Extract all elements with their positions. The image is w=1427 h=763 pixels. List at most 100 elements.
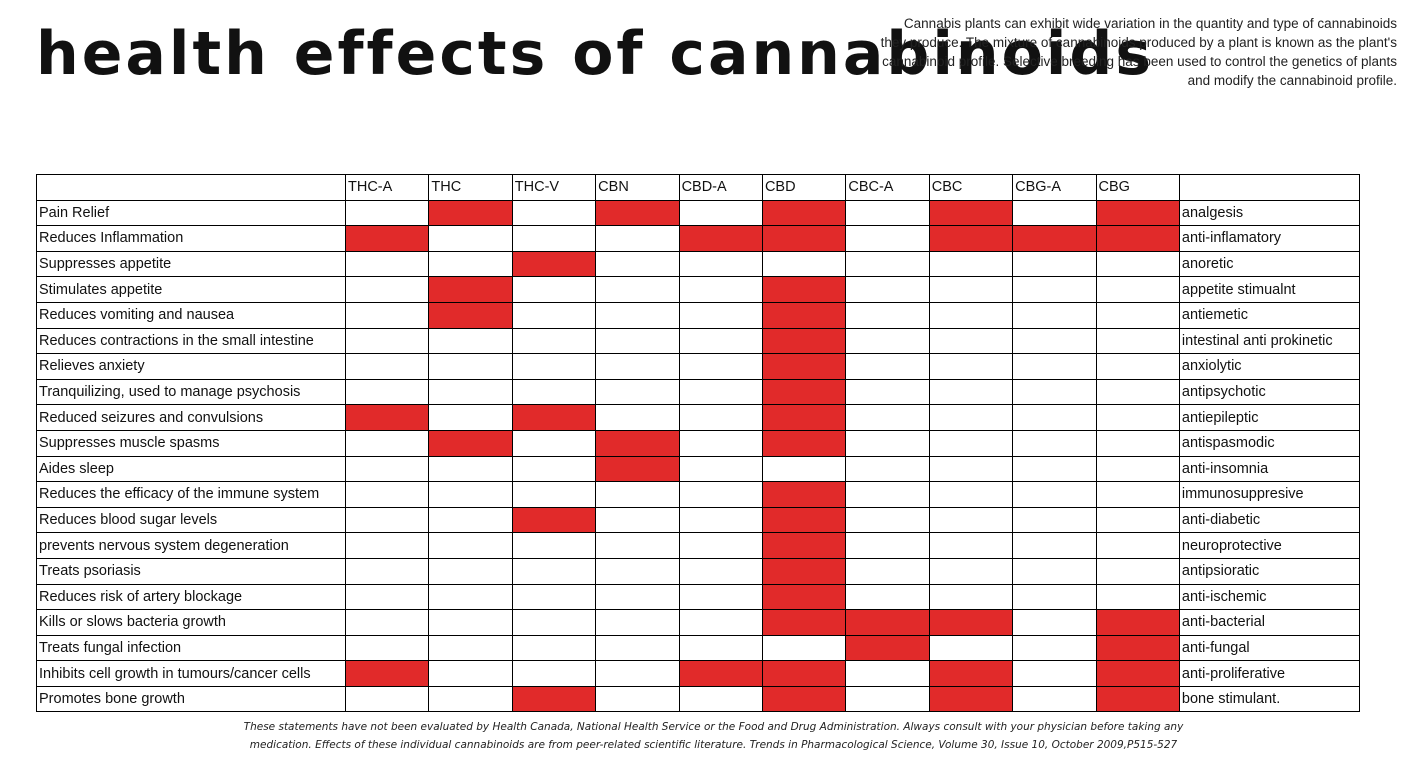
effect-marker-cell [761,583,847,611]
effect-marker-cell [928,609,1014,636]
empty-cell [1012,250,1097,278]
effect-marker-cell [928,199,1014,227]
empty-cell [678,250,763,278]
empty-cell [428,225,513,252]
empty-cell [845,353,930,380]
empty-cell [1012,404,1097,431]
empty-cell [928,557,1014,585]
empty-cell [678,506,763,534]
effect-label: Pain Relief [36,199,346,227]
empty-cell [678,532,763,559]
effect-marker-cell [928,225,1014,252]
empty-cell [344,327,430,355]
effect-label: Promotes bone growth [36,685,346,713]
disclaimer-line-1: These statements have not been evaluated… [243,721,1184,733]
empty-cell [678,685,763,713]
medical-term: antiemetic [1178,301,1360,329]
empty-cell [1095,557,1180,585]
empty-cell [344,353,430,380]
empty-cell [511,353,597,380]
disclaimer-line-2: medication. Effects of these individual … [249,739,1178,751]
empty-cell [1012,301,1097,329]
cannabinoid-header: THC [428,174,513,201]
cannabinoid-header: CBD-A [678,174,763,201]
empty-cell [845,327,930,355]
empty-cell [511,634,597,662]
medical-term: anxiolytic [1178,353,1360,380]
empty-cell [344,634,430,662]
effect-marker-cell [344,225,430,252]
empty-cell [1012,327,1097,355]
empty-cell [344,557,430,585]
empty-cell [678,481,763,508]
effect-marker-cell [761,660,847,687]
term-header [1178,174,1360,201]
empty-cell [1012,532,1097,559]
effect-label: Kills or slows bacteria growth [36,609,346,636]
empty-cell [428,327,513,355]
empty-cell [678,609,763,636]
empty-cell [678,404,763,431]
empty-cell [511,532,597,559]
table-row: Pain Relief analgesis [36,199,1360,227]
empty-cell [595,557,680,585]
effect-marker-cell [344,404,430,431]
empty-cell [928,532,1014,559]
table-row: Reduced seizures and convulsions antiepil… [36,404,1360,431]
medical-term: antipsychotic [1178,378,1360,406]
empty-cell [1095,532,1180,559]
empty-cell [428,532,513,559]
empty-cell [511,276,597,303]
empty-cell [928,506,1014,534]
empty-cell [595,276,680,303]
table-row: Inhibits cell growth in tumours/cancer c… [36,660,1360,687]
empty-cell [595,506,680,534]
empty-cell [761,634,847,662]
empty-cell [1012,199,1097,227]
effect-label: Treats psoriasis [36,557,346,585]
empty-cell [845,506,930,534]
effect-marker-cell [678,660,763,687]
medical-term: anti-inflamatory [1178,225,1360,252]
empty-cell [928,455,1014,483]
empty-cell [1012,378,1097,406]
effects-table: THC-A THC THC-V CBN CBD-A CBD CBC-A CBC … [36,174,1360,713]
effect-marker-cell [1012,225,1097,252]
effect-marker-cell [344,660,430,687]
table-row: Treats fungal infection anti-fungal [36,634,1360,662]
empty-cell [678,301,763,329]
effect-marker-cell [761,404,847,431]
empty-cell [595,250,680,278]
effect-marker-cell [761,276,847,303]
empty-cell [344,685,430,713]
effect-marker-cell [595,199,680,227]
table-row: Stimulates appetite appetite stimualnt [36,276,1360,303]
effect-marker-cell [678,225,763,252]
empty-cell [845,276,930,303]
empty-cell [845,250,930,278]
empty-cell [1012,557,1097,585]
medical-term: analgesis [1178,199,1360,227]
empty-cell [511,225,597,252]
empty-cell [595,327,680,355]
empty-cell [928,378,1014,406]
empty-cell [511,455,597,483]
empty-cell [344,506,430,534]
empty-cell [678,455,763,483]
table-row: Reduces contractions in the small intest… [36,327,1360,355]
effect-label: Reduces blood sugar levels [36,506,346,534]
medical-term: antiepileptic [1178,404,1360,431]
empty-cell [928,301,1014,329]
effect-marker-cell [1095,660,1180,687]
empty-cell [595,481,680,508]
empty-cell [428,481,513,508]
empty-cell [928,481,1014,508]
medical-term: anti-ischemic [1178,583,1360,611]
medical-term: antispasmodic [1178,429,1360,457]
empty-cell [595,301,680,329]
effect-marker-cell [428,199,513,227]
effect-marker-cell [845,634,930,662]
effect-marker-cell [1095,609,1180,636]
medical-term: neuroprotective [1178,532,1360,559]
empty-cell [428,583,513,611]
